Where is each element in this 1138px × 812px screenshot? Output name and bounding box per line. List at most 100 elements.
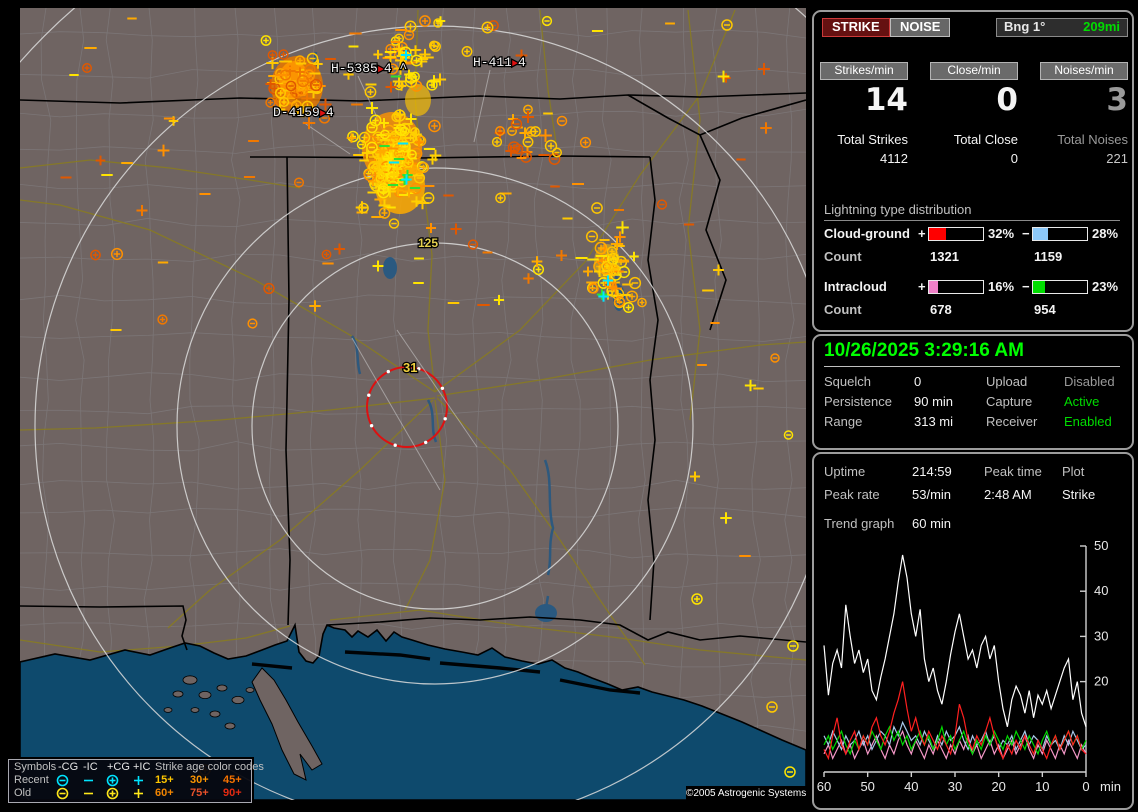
legend-col-pic: +IC <box>133 761 151 773</box>
plus-icon <box>134 776 143 785</box>
bearing-distance: 209mi <box>1083 19 1120 34</box>
total-close-label: Total Close <box>953 132 1018 147</box>
circle-plus-icon <box>106 774 119 787</box>
lightning-map[interactable]: 125 31 H-5385►4 ^ D-4159►4 H-411►4 <box>0 0 988 812</box>
series-Total strikes/min <box>823 554 1087 727</box>
svg-text:60: 60 <box>817 779 831 794</box>
distribution-title: Lightning type distribution <box>824 202 1120 221</box>
total-noises-value: 221 <box>1106 151 1128 166</box>
close-range-circle: 31 <box>366 359 448 448</box>
ic-plus-sign: + <box>918 279 926 294</box>
ic-plus-pct: 16% <box>988 279 1015 294</box>
legend-p-symbol <box>132 774 145 789</box>
cg-count-label: Count <box>824 249 862 264</box>
trend-panel: Uptime 214:59 Peak time Plot Peak rate 5… <box>812 452 1134 810</box>
legend-cm-symbol <box>56 774 69 789</box>
strike-symbols <box>60 15 799 778</box>
cg-plus-pct: 32% <box>988 226 1015 241</box>
svg-text:min: min <box>1100 779 1121 794</box>
peak-time-label: Peak time <box>984 464 1042 479</box>
cg-minus-pct: 28% <box>1092 226 1119 241</box>
svg-text:50: 50 <box>1094 538 1108 553</box>
copyright-text: ©2005 Astrogenic Systems <box>686 786 807 801</box>
squelch-label: Squelch <box>824 374 871 389</box>
datetime-display: 10/26/2025 3:29:16 AM <box>824 340 1120 367</box>
svg-text:0: 0 <box>1082 779 1089 794</box>
minus-icon <box>84 779 93 782</box>
minus-icon <box>84 792 93 795</box>
series-+CG <box>823 681 1087 761</box>
ring-distance-label: 125 <box>418 236 438 250</box>
svg-text:20: 20 <box>991 779 1005 794</box>
age-code: 75+ <box>190 787 209 799</box>
svg-text:30: 30 <box>948 779 962 794</box>
bearing-label: Bng 1° <box>1004 19 1046 34</box>
cloud-ground-label: Cloud-ground <box>824 226 910 241</box>
strikes-per-min-badge: Strikes/min <box>820 62 908 80</box>
svg-text:H-5385►4 ^: H-5385►4 ^ <box>331 61 407 76</box>
legend-m-symbol <box>82 787 95 802</box>
ic-minus-pct: 23% <box>1092 279 1119 294</box>
chart-tick-labels: 20 30 40 50 60 50 40 30 20 10 0 min <box>817 538 1121 794</box>
storm-vectors <box>302 69 491 491</box>
ic-minus-count: 954 <box>1034 302 1056 317</box>
legend-m-symbol <box>82 774 95 789</box>
bearing-readout: Bng 1° 209mi <box>996 18 1128 37</box>
legend-p-symbol <box>132 787 145 802</box>
ic-plus-bar <box>928 280 984 294</box>
svg-text:40: 40 <box>904 779 918 794</box>
circle-minus-icon <box>56 774 69 787</box>
cg-minus-bar <box>1032 227 1088 241</box>
age-code: 15+ <box>155 774 174 786</box>
strikes-rate: 14 <box>864 82 908 118</box>
mississippi-delta <box>251 667 323 781</box>
map-canvas[interactable]: 125 31 H-5385►4 ^ D-4159►4 H-411►4 <box>0 0 988 812</box>
total-noises-label: Total Noises <box>1057 132 1128 147</box>
gulf-water <box>19 51 807 801</box>
storm-cell-labels: H-5385►4 ^ D-4159►4 H-411►4 <box>272 54 528 122</box>
peak-time-value: 2:48 AM <box>984 487 1032 502</box>
noise-button[interactable]: NOISE <box>890 18 951 37</box>
cg-plus-count: 1321 <box>930 249 959 264</box>
legend-cp-symbol <box>106 787 119 802</box>
circle-plus-icon <box>106 787 119 800</box>
svg-text:40: 40 <box>1094 583 1108 598</box>
age-code: 60+ <box>155 787 174 799</box>
ic-plus-count: 678 <box>930 302 952 317</box>
range-value: 313 mi <box>914 414 954 429</box>
legend-age-title: Strike age color codes <box>155 761 264 773</box>
total-close-value: 0 <box>1010 151 1018 166</box>
legend-cm-symbol <box>56 787 69 802</box>
age-code: 90+ <box>223 787 242 799</box>
receiver-status: Enabled <box>1064 414 1112 429</box>
trend-window-value: 60 min <box>912 516 952 531</box>
cg-minus-count: 1159 <box>1034 249 1063 264</box>
cg-plus-sign: + <box>918 226 926 241</box>
persistence-label: Persistence <box>824 394 892 409</box>
total-strikes-label: Total Strikes <box>837 132 908 147</box>
close-rate: 0 <box>996 82 1018 118</box>
cg-plus-bar <box>928 227 984 241</box>
uptime-label: Uptime <box>824 464 866 479</box>
strike-legend: Symbols -CG -IC +CG +IC Strike age color… <box>8 759 264 803</box>
peak-rate-label: Peak rate <box>824 487 880 502</box>
legend-symbols-header: Symbols <box>14 761 57 773</box>
receiver-label: Receiver <box>986 414 1038 429</box>
intracloud-label: Intracloud <box>824 279 887 294</box>
counter-panel: STRIKE NOISE Bng 1° 209mi Strikes/min 14… <box>812 10 1134 332</box>
close-circle-label: 31 <box>403 360 417 375</box>
ic-minus-bar <box>1032 280 1088 294</box>
plot-label: Plot <box>1062 464 1085 479</box>
status-panel: 10/26/2025 3:29:16 AM Squelch 0 Persiste… <box>812 334 1134 450</box>
upload-status: Disabled <box>1064 374 1115 389</box>
strike-button[interactable]: STRIKE <box>822 18 890 37</box>
capture-label: Capture <box>986 394 1033 409</box>
circle-minus-icon <box>56 787 69 800</box>
trend-graph: 20 30 40 50 60 50 40 30 20 10 0 min <box>817 538 1121 794</box>
legend-col-nic: -IC <box>83 761 98 773</box>
trend-graph-label: Trend graph <box>824 516 895 531</box>
range-label: Range <box>824 414 863 429</box>
ic-count-label: Count <box>824 302 862 317</box>
cg-minus-sign: − <box>1022 226 1030 241</box>
